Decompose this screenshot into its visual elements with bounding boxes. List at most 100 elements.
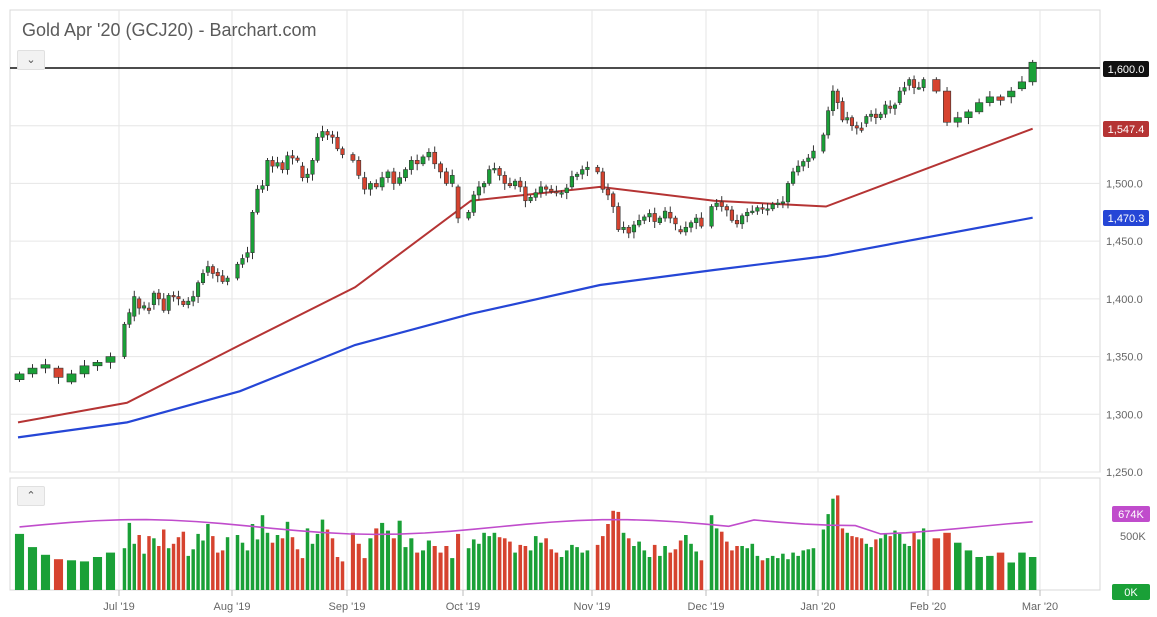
volume-bar: [611, 510, 615, 590]
volume-bar: [585, 550, 590, 590]
volume-bar: [570, 544, 574, 590]
volume-bar: [1028, 557, 1037, 590]
candle-body: [878, 113, 883, 118]
volume-bar: [836, 495, 840, 590]
candle-body: [142, 305, 147, 309]
volume-bar: [275, 535, 280, 590]
volume-moving-average-line: [19, 518, 1033, 536]
volume-bar: [105, 552, 116, 590]
volume-bar: [898, 533, 902, 590]
candle-body: [481, 183, 487, 188]
volume-bar: [770, 555, 775, 590]
volume-bar: [391, 538, 396, 590]
candle-body: [600, 171, 605, 190]
time-tick-label: Aug '19: [214, 601, 251, 613]
candle-body: [714, 202, 719, 207]
candle-body: [821, 134, 826, 152]
volume-bar: [127, 522, 132, 590]
volume-bar: [426, 540, 431, 590]
candle-body: [432, 151, 438, 165]
volume-bar: [92, 557, 103, 590]
volume-bar: [438, 552, 443, 590]
candle-body: [543, 186, 549, 190]
volume-bar: [157, 546, 161, 590]
volume-bar: [740, 546, 744, 590]
chevron-up-icon[interactable]: ⌃: [17, 486, 45, 506]
volume-bar: [450, 558, 455, 590]
volume-bar: [466, 548, 471, 590]
candle-body: [883, 104, 888, 115]
candle-body: [902, 87, 907, 92]
candle-body: [210, 266, 215, 274]
candle-body: [932, 79, 941, 92]
volume-bar: [637, 541, 641, 590]
volume-bar: [580, 552, 585, 590]
volume-bar: [397, 520, 402, 590]
candle-body: [616, 206, 621, 230]
volume-bar: [621, 532, 626, 590]
volume-bar: [600, 536, 605, 590]
volume-bar: [471, 539, 476, 590]
candle-body: [397, 177, 403, 184]
candle-body: [137, 298, 142, 309]
chevron-down-icon[interactable]: ⌄: [17, 50, 45, 70]
volume-bar: [310, 543, 315, 590]
volume-bar: [544, 538, 548, 590]
volume-bar: [725, 541, 729, 590]
candle-body: [449, 175, 455, 184]
candle-body: [611, 193, 616, 207]
candle-body: [220, 275, 225, 282]
volume-bar: [689, 543, 693, 590]
volume-bar: [260, 515, 265, 590]
candle-body: [362, 177, 367, 190]
candle-body: [455, 186, 461, 219]
volume-bar: [801, 550, 806, 590]
candle-body: [559, 192, 564, 195]
candle-body: [964, 111, 973, 118]
volume-bar: [497, 537, 502, 590]
volume-bar: [673, 549, 678, 590]
volume-bar: [652, 544, 657, 590]
candle-body: [840, 101, 845, 121]
candle-body: [621, 226, 626, 230]
candle-body: [652, 213, 657, 222]
badge-volume-zero: 0K: [1112, 584, 1150, 600]
volume-bar: [385, 530, 391, 590]
volume-bar: [954, 542, 962, 590]
volume-bar: [564, 550, 569, 590]
candle-body: [340, 148, 345, 155]
candle-body: [250, 211, 255, 253]
candle-body: [897, 90, 902, 103]
candle-body: [554, 191, 559, 194]
volume-bar: [791, 552, 795, 590]
volume-bar: [855, 537, 859, 590]
volume-bar: [528, 550, 533, 590]
volume-bar: [943, 532, 951, 590]
moving-average-50-line: [17, 127, 1034, 424]
price-axis-ticks: 1,550.01,500.01,450.01,400.01,350.01,300…: [1106, 121, 1143, 479]
volume-bar: [647, 557, 652, 590]
candle-body: [835, 90, 840, 103]
candle-body: [688, 222, 694, 228]
candle-body: [127, 312, 132, 325]
candle-body: [215, 272, 220, 277]
candle-body: [755, 207, 760, 212]
candle-body: [888, 105, 893, 109]
volume-bar: [668, 552, 673, 590]
candle-body: [740, 215, 745, 225]
time-tick-label: Jul '19: [103, 601, 134, 613]
volume-bar: [14, 533, 25, 590]
candle-body: [1028, 61, 1037, 83]
candle-body: [350, 154, 356, 161]
candle-body: [893, 104, 897, 109]
volume-bar: [893, 530, 897, 590]
volume-bar: [285, 521, 290, 590]
volume-bar: [196, 533, 200, 590]
candle-body: [146, 307, 152, 311]
volume-bar: [27, 547, 38, 590]
candle-body: [528, 196, 533, 202]
price-tick-label: 1,500.0: [1106, 178, 1143, 190]
volume-bar: [694, 551, 699, 590]
candle-body: [760, 207, 765, 210]
candle-body: [186, 300, 191, 305]
